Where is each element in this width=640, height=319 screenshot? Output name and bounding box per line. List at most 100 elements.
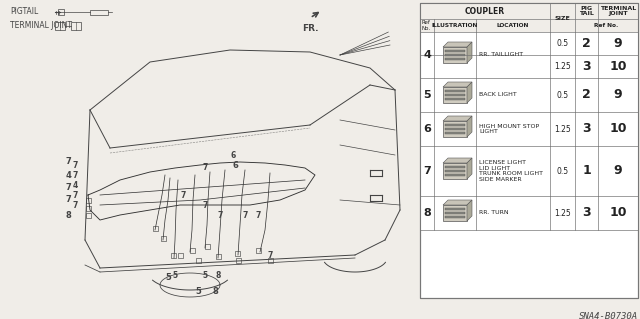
- Text: 7: 7: [72, 160, 77, 169]
- Text: 7: 7: [268, 250, 273, 259]
- Bar: [236, 257, 241, 263]
- Text: 7: 7: [72, 170, 77, 180]
- Bar: [268, 257, 273, 263]
- Text: 9: 9: [614, 88, 622, 101]
- Bar: [71, 22, 81, 30]
- Polygon shape: [443, 116, 472, 121]
- Text: SNA4-B0730A: SNA4-B0730A: [579, 312, 638, 319]
- Bar: [420, 78, 638, 112]
- Bar: [445, 170, 465, 172]
- Text: 1.25: 1.25: [554, 124, 571, 133]
- Bar: [445, 216, 465, 218]
- Bar: [420, 3, 638, 298]
- Text: 1.25: 1.25: [554, 209, 571, 218]
- Bar: [420, 3, 550, 19]
- Text: 7: 7: [202, 164, 208, 173]
- Text: TERMINAL JOINT: TERMINAL JOINT: [10, 21, 72, 31]
- Text: 7: 7: [65, 196, 71, 204]
- Bar: [195, 257, 200, 263]
- Text: 10: 10: [609, 60, 627, 73]
- Text: 9: 9: [614, 37, 622, 50]
- Polygon shape: [443, 200, 472, 205]
- Text: SIZE: SIZE: [555, 17, 570, 21]
- Text: 6: 6: [230, 151, 236, 160]
- Polygon shape: [443, 158, 472, 163]
- Bar: [550, 3, 575, 35]
- Text: COUPLER: COUPLER: [465, 6, 505, 16]
- Bar: [161, 235, 166, 241]
- Text: 0.5: 0.5: [556, 91, 568, 100]
- Bar: [177, 253, 182, 257]
- Bar: [420, 112, 638, 146]
- Bar: [420, 32, 638, 78]
- Text: 7: 7: [65, 183, 71, 192]
- Text: 7: 7: [65, 158, 71, 167]
- Bar: [443, 205, 467, 221]
- Text: 4: 4: [65, 170, 71, 180]
- Polygon shape: [467, 200, 472, 221]
- Text: 8: 8: [65, 211, 71, 219]
- Text: 5: 5: [165, 273, 171, 283]
- Bar: [205, 243, 209, 249]
- Text: 7: 7: [243, 211, 248, 219]
- Text: 6: 6: [423, 124, 431, 134]
- Bar: [443, 47, 467, 63]
- Text: 7: 7: [255, 211, 260, 219]
- Text: TERMINAL
JOINT: TERMINAL JOINT: [600, 6, 636, 16]
- Text: 8: 8: [212, 287, 218, 296]
- Bar: [443, 87, 467, 103]
- Text: 0.5: 0.5: [556, 167, 568, 175]
- Bar: [598, 3, 638, 35]
- Text: 6: 6: [232, 160, 238, 169]
- Bar: [443, 163, 467, 179]
- Text: 7: 7: [202, 201, 208, 210]
- Bar: [58, 9, 64, 15]
- Bar: [216, 254, 221, 258]
- Bar: [86, 197, 90, 203]
- Bar: [445, 166, 465, 168]
- Text: LICENSE LIGHT
LID LIGHT
TRUNK ROOM LIGHT
SIDE MARKER: LICENSE LIGHT LID LIGHT TRUNK ROOM LIGHT…: [479, 160, 543, 182]
- Bar: [445, 54, 465, 56]
- Text: 3: 3: [582, 122, 591, 136]
- Text: 7: 7: [423, 166, 431, 176]
- Text: 7: 7: [218, 211, 223, 219]
- Text: 10: 10: [609, 206, 627, 219]
- Text: 1.25: 1.25: [554, 62, 571, 71]
- Text: 4: 4: [423, 50, 431, 60]
- Bar: [170, 253, 175, 257]
- Text: RR. TURN: RR. TURN: [479, 211, 509, 216]
- Text: 7: 7: [72, 190, 77, 199]
- Text: 5: 5: [423, 90, 431, 100]
- Bar: [255, 248, 260, 253]
- Bar: [189, 248, 195, 253]
- Polygon shape: [467, 82, 472, 103]
- Bar: [443, 121, 467, 137]
- Text: 2: 2: [582, 37, 591, 50]
- Bar: [445, 132, 465, 134]
- Text: LOCATION: LOCATION: [497, 23, 529, 28]
- Bar: [445, 98, 465, 100]
- Text: ILLUSTRATION: ILLUSTRATION: [432, 23, 478, 28]
- Text: RR. TAILLIGHT: RR. TAILLIGHT: [479, 53, 523, 57]
- Text: 3: 3: [582, 60, 591, 73]
- Polygon shape: [467, 42, 472, 63]
- Bar: [445, 208, 465, 210]
- Bar: [445, 50, 465, 52]
- Bar: [86, 205, 90, 211]
- Text: 1: 1: [582, 165, 591, 177]
- Bar: [445, 58, 465, 60]
- Bar: [90, 10, 108, 14]
- Text: PIGTAIL: PIGTAIL: [10, 8, 38, 17]
- Bar: [445, 124, 465, 126]
- Text: FR.: FR.: [302, 24, 319, 33]
- Polygon shape: [443, 42, 472, 47]
- Bar: [420, 3, 638, 298]
- Bar: [445, 212, 465, 214]
- Text: Ref
No.: Ref No.: [422, 20, 431, 31]
- Bar: [55, 22, 65, 30]
- Text: 3: 3: [582, 206, 591, 219]
- Bar: [445, 94, 465, 96]
- Bar: [152, 226, 157, 231]
- Bar: [420, 196, 638, 230]
- Bar: [234, 250, 239, 256]
